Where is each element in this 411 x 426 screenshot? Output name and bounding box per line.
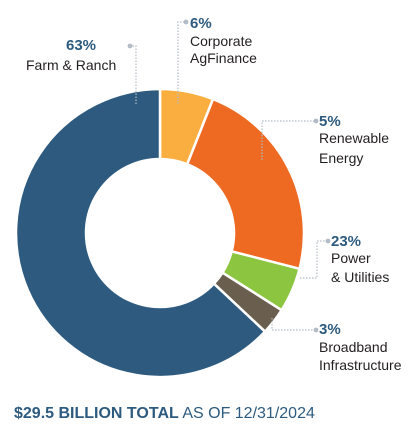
leader-lines bbox=[127, 19, 331, 333]
slice-category-label-0-0: Corporate bbox=[190, 33, 252, 49]
donut-slices bbox=[14, 87, 306, 379]
slice-pct-label-4: 63% bbox=[66, 37, 96, 54]
slice-pct-label-3: 3% bbox=[319, 321, 341, 338]
leader-dot-3 bbox=[313, 327, 319, 333]
slice-category-label-0-1: AgFinance bbox=[190, 50, 257, 66]
donut-slice-1 bbox=[185, 97, 306, 271]
leader-dot-4 bbox=[127, 43, 133, 49]
slice-category-label-2-1: & Utilities bbox=[331, 269, 389, 285]
slice-category-label-3-1: Infrastructure bbox=[319, 357, 402, 373]
slice-category-label-2-0: Power bbox=[331, 250, 371, 266]
leader-dot-1 bbox=[313, 118, 319, 124]
leader-dot-0 bbox=[183, 19, 189, 25]
donut-slice-4 bbox=[14, 87, 267, 379]
slice-pct-label-1: 5% bbox=[319, 113, 341, 130]
footer-total: $29.5 BILLION TOTAL bbox=[14, 405, 179, 422]
leader-line-4 bbox=[130, 45, 137, 104]
leader-dot-2 bbox=[325, 238, 331, 244]
chart-footer: $29.5 BILLION TOTAL AS OF 12/31/2024 bbox=[14, 405, 315, 423]
leader-line-3 bbox=[271, 318, 316, 331]
leader-line-1 bbox=[261, 120, 316, 160]
leader-line-0 bbox=[177, 21, 186, 104]
slice-pct-label-0: 6% bbox=[190, 15, 212, 32]
slice-category-label-4-0: Farm & Ranch bbox=[26, 57, 116, 73]
slice-category-label-1-1: Energy bbox=[319, 150, 363, 166]
slice-pct-label-2: 23% bbox=[331, 233, 361, 250]
footer-as-of: AS OF 12/31/2024 bbox=[182, 405, 315, 422]
slice-category-label-1-0: Renewable bbox=[319, 130, 389, 146]
slice-category-label-3-0: Broadband bbox=[319, 339, 388, 355]
